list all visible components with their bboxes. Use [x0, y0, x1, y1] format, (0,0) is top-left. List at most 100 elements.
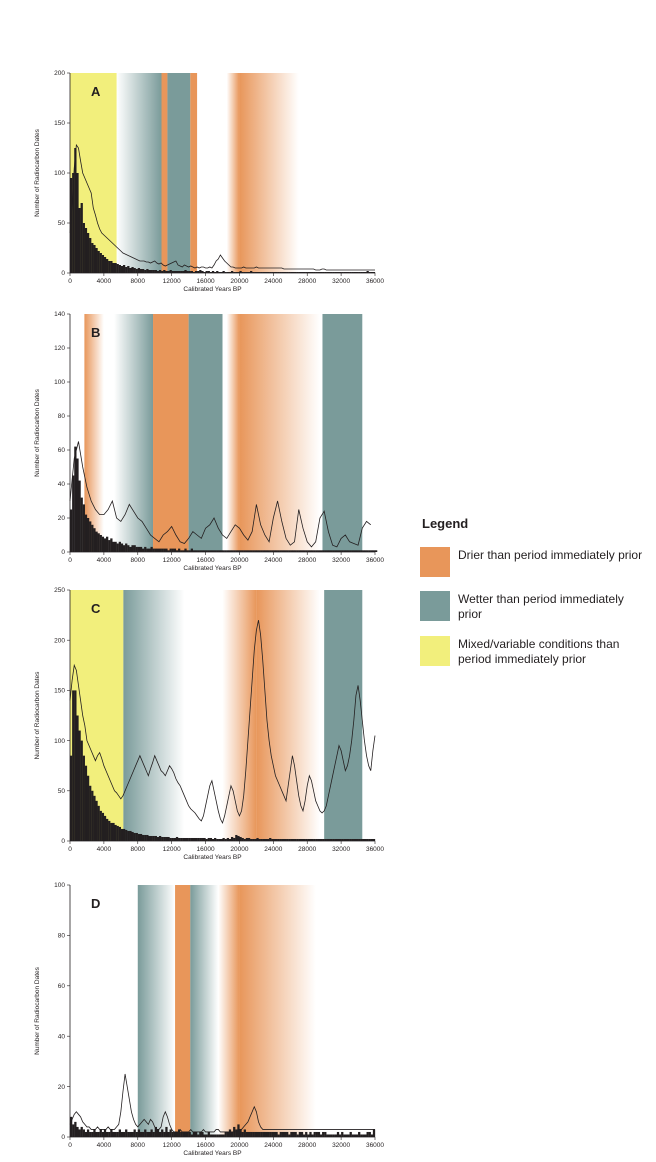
histogram-bar — [95, 248, 98, 273]
histogram-bar — [336, 838, 340, 841]
histogram-bar — [300, 838, 304, 841]
histogram-bar — [250, 838, 253, 841]
histogram-bar — [161, 1129, 164, 1137]
histogram-bar — [250, 1131, 253, 1137]
histogram-bar — [266, 838, 270, 841]
histogram-bar — [103, 257, 107, 273]
x-tick-label: 8000 — [131, 1142, 146, 1149]
histogram-bar — [211, 271, 215, 273]
histogram-bar — [122, 265, 126, 273]
histogram-bar — [241, 550, 244, 552]
histogram-bar — [230, 271, 234, 273]
histogram-bar — [150, 835, 153, 841]
histogram-bar — [74, 690, 77, 841]
histogram-bar — [264, 1131, 268, 1137]
histogram-bar — [211, 1134, 215, 1137]
histogram-bar — [120, 828, 124, 841]
histogram-bar — [178, 837, 181, 841]
histogram-bar — [197, 1134, 200, 1137]
band-drier-d-4 — [239, 885, 316, 1137]
histogram-bar — [241, 1131, 244, 1137]
histogram-bar — [97, 1131, 100, 1137]
histogram-bar — [235, 834, 238, 841]
histogram-bar — [275, 838, 278, 841]
histogram-bar — [252, 1131, 255, 1137]
histogram-bar — [368, 272, 371, 273]
histogram-bar — [186, 1131, 189, 1137]
histogram-bar — [201, 837, 204, 841]
histogram-bar — [302, 838, 306, 841]
histogram-bar — [207, 271, 210, 273]
histogram-bar — [169, 270, 172, 273]
histogram-bar — [118, 1129, 121, 1137]
histogram-bar — [324, 1131, 327, 1137]
histogram-bar — [180, 271, 183, 273]
x-tick-label: 24000 — [264, 278, 282, 285]
y-tick-label: 150 — [54, 120, 65, 127]
histogram-bar — [84, 514, 88, 552]
histogram-bar — [307, 1134, 310, 1137]
histogram-bar — [358, 1131, 361, 1137]
x-tick-label: 28000 — [298, 557, 316, 564]
histogram-bar — [360, 838, 363, 841]
histogram-bar — [224, 838, 227, 841]
histogram-bar — [288, 1134, 291, 1137]
histogram-bar — [127, 830, 130, 841]
histogram-bar — [322, 272, 325, 273]
histogram-bar — [101, 1131, 105, 1137]
histogram-bar — [150, 1129, 153, 1137]
histogram-bar — [258, 1131, 261, 1137]
histogram-bar — [93, 1129, 96, 1137]
band-wetter-c-1 — [123, 590, 185, 841]
histogram-bar — [351, 550, 354, 552]
histogram-bar — [182, 550, 185, 552]
histogram-bar — [345, 1134, 348, 1137]
y-axis-title: Number of Radiocarbon Dates — [34, 388, 41, 477]
histogram-bar — [156, 1129, 160, 1137]
x-tick-label: 16000 — [197, 1142, 215, 1149]
histogram-bar — [167, 1131, 170, 1137]
histogram-bar — [156, 836, 160, 841]
x-axis-title: Calibrated Years BP — [183, 854, 241, 861]
histogram-bar — [336, 1131, 340, 1137]
histogram-bar — [72, 475, 75, 552]
histogram-bar — [375, 550, 378, 552]
histogram-bar — [302, 550, 306, 552]
histogram-bar — [252, 550, 255, 552]
x-tick-label: 20000 — [230, 1142, 248, 1149]
histogram-bar — [266, 272, 270, 273]
histogram-bar — [349, 1131, 352, 1137]
band-drier-a-4 — [190, 73, 198, 273]
histogram-bar — [370, 1134, 374, 1137]
histogram-bar — [277, 838, 280, 841]
histogram-bar — [127, 1131, 130, 1137]
histogram-bar — [336, 550, 340, 552]
x-tick-label: 8000 — [131, 846, 146, 853]
histogram-bar — [271, 550, 274, 552]
histogram-bar — [372, 1129, 376, 1137]
histogram-bar — [313, 1131, 316, 1137]
histogram-bar — [171, 837, 174, 841]
histogram-bar — [368, 838, 371, 841]
band-drier-b-5 — [239, 314, 320, 552]
histogram-bar — [156, 548, 160, 552]
y-axis-title: Number of Radiocarbon Dates — [34, 671, 41, 760]
band-drier-d-3 — [218, 885, 240, 1137]
histogram-bar — [226, 837, 230, 841]
histogram-bar — [218, 838, 221, 841]
histogram-bar — [298, 1131, 302, 1137]
histogram-bar — [286, 550, 289, 552]
x-tick-label: 20000 — [230, 557, 248, 564]
histogram-bar — [152, 548, 155, 552]
legend-item-drier: Drier than period immediately prior — [420, 547, 650, 577]
histogram-bar — [341, 272, 344, 273]
y-tick-label: 60 — [58, 983, 66, 990]
x-tick-label: 36000 — [366, 557, 384, 564]
histogram-bar — [305, 1131, 308, 1137]
histogram-bar — [110, 1129, 113, 1137]
histogram-bar — [70, 1116, 73, 1137]
histogram-bar — [116, 825, 119, 841]
histogram-bar — [142, 1131, 145, 1137]
histogram-bar — [328, 550, 331, 552]
histogram-bar — [349, 550, 352, 552]
